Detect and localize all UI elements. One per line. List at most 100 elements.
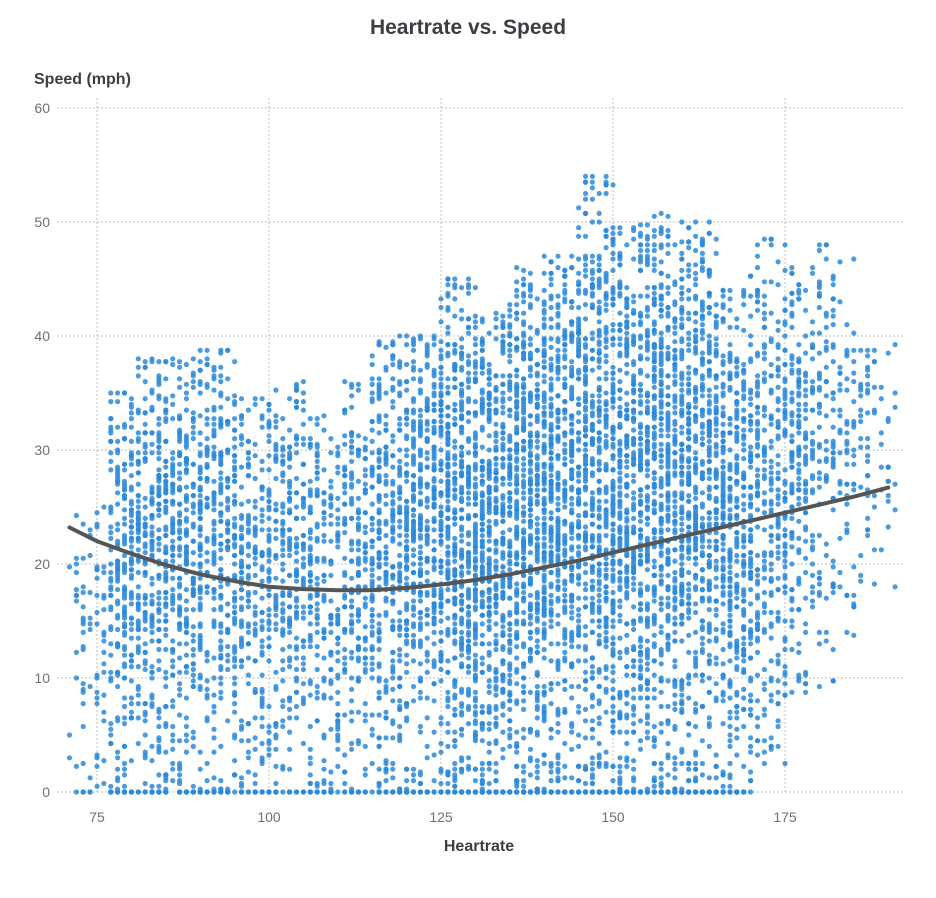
data-point <box>383 561 389 567</box>
data-point <box>156 541 162 547</box>
data-point <box>479 364 485 370</box>
data-point <box>445 743 451 750</box>
data-point <box>128 501 134 507</box>
data-point <box>121 495 128 501</box>
data-point <box>438 407 444 413</box>
data-point <box>314 601 320 607</box>
data-point <box>156 430 162 436</box>
data-point <box>259 715 265 721</box>
data-point <box>397 333 403 339</box>
data-point <box>183 695 189 701</box>
data-point <box>534 629 540 636</box>
data-point <box>452 475 458 482</box>
data-point <box>142 618 148 624</box>
data-point <box>211 444 217 450</box>
data-point <box>335 612 341 618</box>
data-point <box>431 604 437 610</box>
data-point <box>376 473 382 479</box>
data-point <box>486 709 492 715</box>
data-point <box>521 350 527 356</box>
data-point <box>459 424 465 430</box>
data-point <box>383 493 389 499</box>
data-point <box>521 609 527 616</box>
data-point <box>183 456 189 462</box>
data-point <box>218 743 224 750</box>
data-point <box>362 669 368 675</box>
data-point <box>500 518 506 524</box>
data-point <box>170 416 176 422</box>
data-point <box>280 567 286 573</box>
data-point <box>335 746 341 752</box>
data-point <box>280 527 286 533</box>
data-point <box>273 441 279 447</box>
data-point <box>445 478 451 484</box>
data-point <box>493 581 499 587</box>
data-point <box>280 763 286 770</box>
data-point <box>410 569 417 576</box>
data-point <box>459 490 465 496</box>
data-point <box>225 789 231 795</box>
data-point <box>479 621 485 627</box>
data-point <box>445 404 451 410</box>
data-point <box>397 507 403 513</box>
data-point <box>94 752 100 758</box>
data-point <box>163 418 169 425</box>
data-point <box>541 712 547 718</box>
data-point <box>149 638 155 644</box>
data-point <box>493 470 499 476</box>
data-point <box>514 592 520 599</box>
data-point <box>404 701 410 707</box>
data-point <box>101 780 107 787</box>
data-point <box>349 438 355 444</box>
data-point <box>479 347 485 353</box>
data-point <box>472 527 478 533</box>
data-point <box>135 481 141 487</box>
data-point <box>101 718 107 724</box>
data-point <box>404 453 410 459</box>
data-point <box>562 686 568 693</box>
data-point <box>197 507 203 513</box>
data-point <box>390 376 396 382</box>
data-point <box>156 456 162 462</box>
data-point <box>108 399 114 405</box>
data-point <box>197 441 203 447</box>
data-point <box>493 410 499 416</box>
data-point <box>452 507 458 513</box>
data-point <box>507 561 513 567</box>
data-point <box>197 381 203 387</box>
data-point <box>170 760 176 767</box>
data-point <box>355 555 361 561</box>
data-point <box>177 376 183 382</box>
data-point <box>280 444 286 450</box>
data-point <box>204 356 210 362</box>
data-point <box>314 695 320 701</box>
data-point <box>534 758 540 764</box>
data-point <box>404 626 410 633</box>
data-point <box>472 721 478 727</box>
data-point <box>555 760 561 767</box>
data-point <box>445 276 451 282</box>
data-point <box>438 413 444 419</box>
data-point <box>273 507 279 513</box>
data-point <box>369 438 375 444</box>
data-point <box>362 772 368 778</box>
data-point <box>438 629 444 636</box>
data-point <box>355 678 361 684</box>
data-point <box>431 698 437 704</box>
data-point <box>424 715 430 721</box>
data-point <box>328 621 334 627</box>
data-point <box>108 450 114 456</box>
data-point <box>259 578 265 584</box>
data-point <box>362 436 368 442</box>
data-point <box>472 484 478 490</box>
data-point <box>245 721 251 727</box>
data-point <box>445 456 451 462</box>
data-point <box>472 703 478 710</box>
data-point <box>383 550 389 556</box>
data-point <box>452 456 458 462</box>
data-point <box>259 467 265 473</box>
data-point <box>142 626 148 633</box>
data-point <box>293 541 300 547</box>
data-point <box>287 729 293 735</box>
data-point <box>225 601 231 607</box>
